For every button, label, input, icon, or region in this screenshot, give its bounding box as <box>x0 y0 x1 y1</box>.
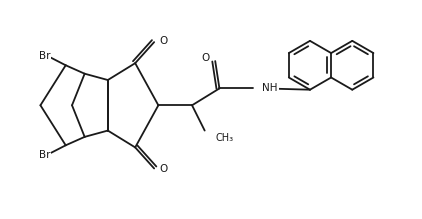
Text: NH: NH <box>262 83 278 94</box>
Text: Br: Br <box>39 51 50 61</box>
Text: O: O <box>159 164 168 174</box>
Text: O: O <box>202 53 210 63</box>
Text: O: O <box>159 36 168 46</box>
Text: CH₃: CH₃ <box>215 133 233 143</box>
Text: Br: Br <box>39 150 50 160</box>
